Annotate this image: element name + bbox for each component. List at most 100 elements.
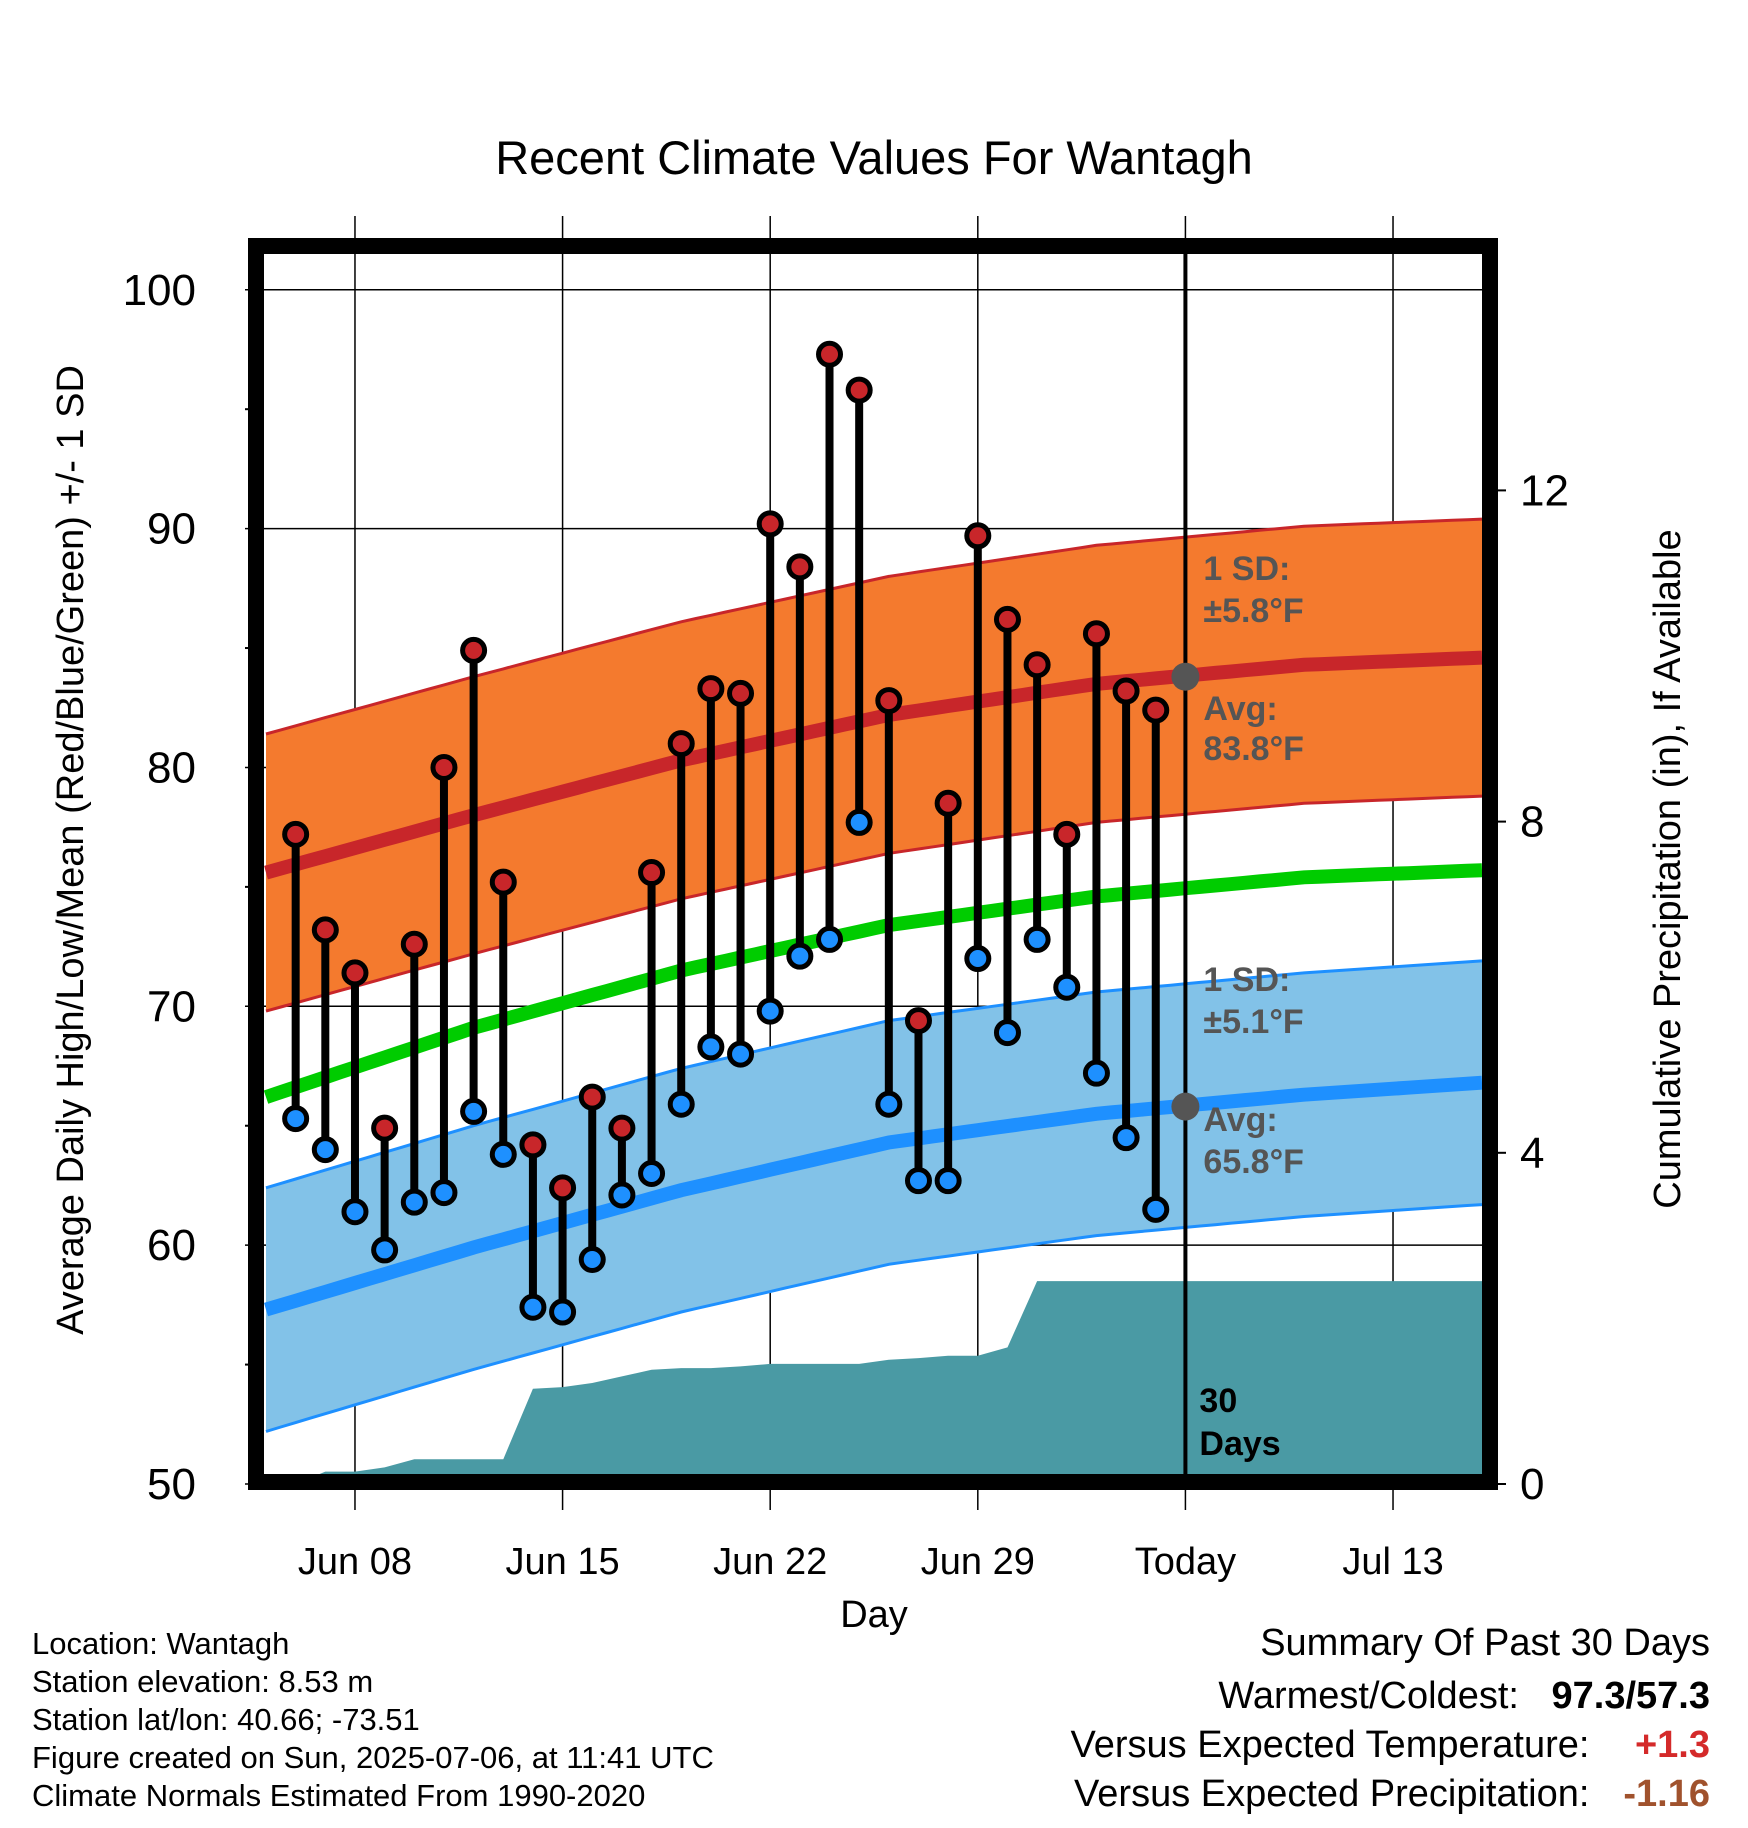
daily-low-point [697, 1033, 725, 1061]
low-avg-label: Avg: [1203, 1101, 1277, 1139]
station-elevation: Station elevation: 8.53 m [32, 1664, 374, 1699]
daily-low-point [311, 1136, 339, 1164]
cumulative-precip-area [266, 1281, 1482, 1484]
high-avg-value: 83.8°F [1203, 730, 1304, 768]
daily-low-point [667, 1090, 695, 1118]
daily-high-point [1023, 651, 1051, 679]
x-tick-label: Jul 13 [1342, 1541, 1443, 1583]
y-tick-label: 60 [147, 1221, 196, 1270]
daily-high-point [875, 687, 903, 715]
daily-high-point [430, 753, 458, 781]
daily-low-point [400, 1188, 428, 1216]
daily-low-point [904, 1167, 932, 1195]
low-avg-value: 65.8°F [1203, 1143, 1304, 1181]
daily-high-point [667, 730, 695, 758]
y2-tick-label: 4 [1520, 1129, 1544, 1178]
x-tick-label: Jun 22 [713, 1541, 827, 1583]
y-tick-label: 50 [147, 1460, 196, 1509]
daily-high-point [727, 679, 755, 707]
daily-low-point [1142, 1195, 1170, 1223]
station-latlon: Station lat/lon: 40.66; -73.51 [32, 1702, 420, 1737]
daily-high-point [489, 868, 517, 896]
daily-low-point [934, 1167, 962, 1195]
daily-high-point [549, 1174, 577, 1202]
summary-precip: Versus Expected Precipitation: -1.16 [1074, 1773, 1710, 1816]
x-tick-label: Jun 15 [506, 1541, 620, 1583]
axes: 50 60 70 80 90 100 0 4 8 12 Jun 08 Jun 15 Jun 22 Jun … [123, 238, 1569, 1583]
precip-value: -1.16 [1623, 1773, 1710, 1815]
daily-high-point [282, 820, 310, 848]
daily-low-point [875, 1090, 903, 1118]
daily-low-point [964, 945, 992, 973]
summary-warm-cold: Warmest/Coldest: 97.3/57.3 [1218, 1675, 1710, 1718]
y2-tick-label: 0 [1520, 1460, 1544, 1509]
high-band-upper-edge [265, 517, 1483, 736]
daily-low-point [786, 942, 814, 970]
high-band-lower-edge [265, 794, 1483, 1013]
low-band-lower-edge [265, 1203, 1483, 1433]
daily-high-point [786, 553, 814, 581]
daily-high-point [341, 959, 369, 987]
precipitation-area [266, 1281, 1482, 1484]
daily-high-point [993, 605, 1021, 633]
daily-high-point [964, 522, 992, 550]
climate-normals-note: Climate Normals Estimated From 1990-2020 [32, 1778, 646, 1813]
summary-temp: Versus Expected Temperature: +1.3 [1071, 1724, 1710, 1767]
daily-high-point [519, 1131, 547, 1159]
daily-low-point [1112, 1124, 1140, 1152]
daily-high-point [1112, 677, 1140, 705]
summary-title: Summary Of Past 30 Days [1260, 1622, 1710, 1664]
days-label-text: Days [1199, 1425, 1280, 1463]
daily-high-point [845, 376, 873, 404]
y2-tick-label: 8 [1520, 798, 1544, 847]
daily-low-point [608, 1181, 636, 1209]
daily-low-point [371, 1236, 399, 1264]
daily-high-point [400, 930, 428, 958]
daily-high-point [371, 1114, 399, 1142]
daily-low-point [756, 997, 784, 1025]
daily-high-point [904, 1007, 932, 1035]
today-high-avg-dot [1171, 662, 1200, 691]
low-band-upper-edge [265, 959, 1483, 1190]
x-axis-label: Day [840, 1594, 908, 1636]
precip-label: Versus Expected Precipitation: [1074, 1773, 1590, 1815]
today-low-avg-dot [1171, 1092, 1200, 1121]
high-sd-band [266, 519, 1482, 1012]
days-label-count: 30 [1199, 1382, 1237, 1420]
daily-low-point [638, 1160, 666, 1187]
warm-cold-label: Warmest/Coldest: [1218, 1675, 1519, 1717]
low-sd-label: 1 SD: [1203, 961, 1290, 999]
daily-high-point [816, 340, 844, 368]
low-sd-value: ±5.1°F [1203, 1003, 1303, 1041]
daily-high-point [1082, 620, 1110, 648]
daily-high-point [756, 510, 784, 538]
avg-mean-line [263, 863, 1483, 1104]
daily-high-point [638, 859, 666, 887]
daily-high-point [578, 1083, 606, 1111]
daily-high-point [697, 675, 725, 703]
daily-low-point [1053, 973, 1081, 1001]
daily-high-point [934, 789, 962, 817]
daily-high-point [1053, 820, 1081, 848]
y-tick-label: 80 [147, 743, 196, 792]
daily-low-point [993, 1019, 1021, 1047]
daily-high-point [311, 916, 339, 944]
daily-low-point [489, 1140, 517, 1168]
daily-low-point [1082, 1059, 1110, 1087]
daily-low-point [1023, 925, 1051, 953]
high-avg-label: Avg: [1203, 690, 1277, 728]
daily-high-point [608, 1114, 636, 1142]
y2-tick-label: 12 [1520, 466, 1569, 515]
high-sd-label: 1 SD: [1203, 550, 1290, 588]
x-tick-label: Jun 29 [921, 1541, 1035, 1583]
x-tick-label: Jun 08 [298, 1541, 412, 1583]
x-tick-label: Today [1135, 1541, 1236, 1583]
avg-high-line [264, 650, 1483, 880]
y2-axis-label: Cumulative Precipitation (in), If Availa… [1647, 529, 1689, 1208]
daily-range-bars [282, 340, 1170, 1326]
daily-low-point [460, 1097, 488, 1125]
daily-low-point [282, 1105, 310, 1133]
daily-low-point [519, 1293, 547, 1321]
